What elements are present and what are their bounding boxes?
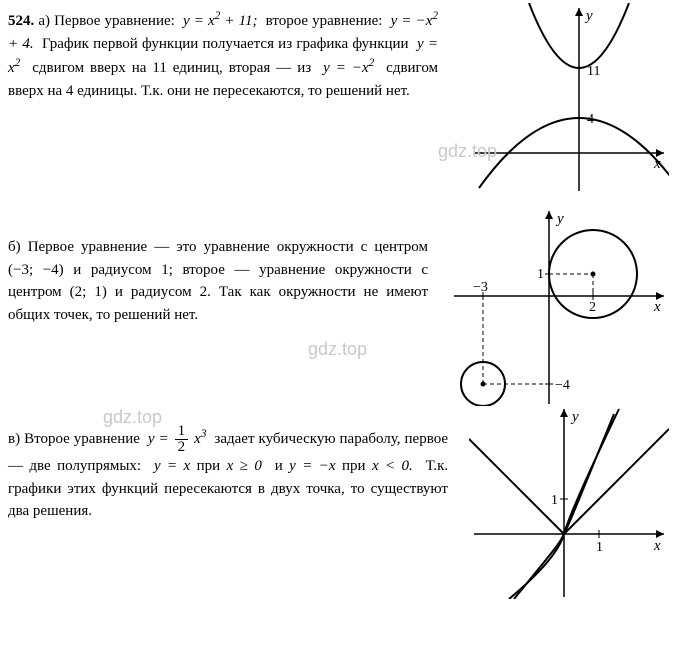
label-11: 11 (587, 64, 600, 79)
text-b: б) Первое уравнение — это уравнение окру… (8, 206, 428, 326)
a-eq4: y = −x2 (323, 60, 374, 76)
chart-b-svg: y x −3 2 1 −4 (449, 206, 669, 406)
label-1: 1 (537, 267, 544, 282)
label-4: 4 (587, 112, 594, 127)
c-eq1: y = (148, 431, 173, 447)
a-t4: сдвигом вверх на 11 единиц, вторая — из (32, 60, 311, 76)
b-t1: Первое уравнение — это уравнение окружно… (8, 239, 428, 323)
c-t4: и (275, 458, 283, 474)
label-x: x (653, 156, 661, 172)
fraction-half: 12 (175, 424, 189, 455)
text-a: 524. а) Первое уравнение: y = x2 + 11; в… (8, 8, 438, 102)
label-c: в) (8, 431, 20, 447)
a-t2: второе уравнение: (266, 13, 383, 29)
label-b: б) (8, 239, 21, 255)
section-c: в) Второе уравнение y = 12 x3 задает куб… (8, 404, 669, 584)
c-t5: при (342, 458, 366, 474)
chart-c-svg: 1 1 y x (469, 404, 669, 599)
c-cond1: x ≥ 0 (227, 458, 262, 474)
a-t1: Первое уравнение: (54, 13, 175, 29)
watermark: gdz.top (308, 336, 367, 363)
problem-number: 524. (8, 13, 34, 29)
label-1y-c: 1 (551, 493, 558, 508)
label-y: y (584, 8, 593, 24)
c-t3: при (197, 458, 221, 474)
label-1x-c: 1 (596, 540, 603, 555)
section-a: 524. а) Первое уравнение: y = x2 + 11; в… (8, 8, 669, 188)
c-cond2: x < 0. (372, 458, 413, 474)
text-c: в) Второе уравнение y = 12 x3 задает куб… (8, 404, 448, 523)
label-y-b: y (555, 211, 564, 227)
c-eq3: y = −x (289, 458, 335, 474)
label-2: 2 (589, 300, 596, 315)
label-a: а) (38, 13, 50, 29)
a-t3: График первой функции получается из граф… (42, 36, 409, 52)
label-m3: −3 (473, 280, 488, 295)
chart-a-svg: 11 4 y x (469, 3, 669, 193)
c-eq2: y = x (154, 458, 190, 474)
label-m4: −4 (555, 378, 570, 393)
c-t1: Второе уравнение (24, 431, 140, 447)
c-eq1-post: x3 (190, 431, 206, 447)
a-eq1: y = x2 + 11; (183, 13, 257, 29)
label-y-c: y (570, 409, 579, 425)
chart-b: y x −3 2 1 −4 (449, 206, 669, 406)
label-x-c: x (653, 538, 661, 554)
label-x-b: x (653, 299, 661, 315)
chart-c: 1 1 y x (469, 404, 669, 599)
section-b: б) Первое уравнение — это уравнение окру… (8, 206, 669, 386)
chart-a: 11 4 y x (469, 3, 669, 193)
